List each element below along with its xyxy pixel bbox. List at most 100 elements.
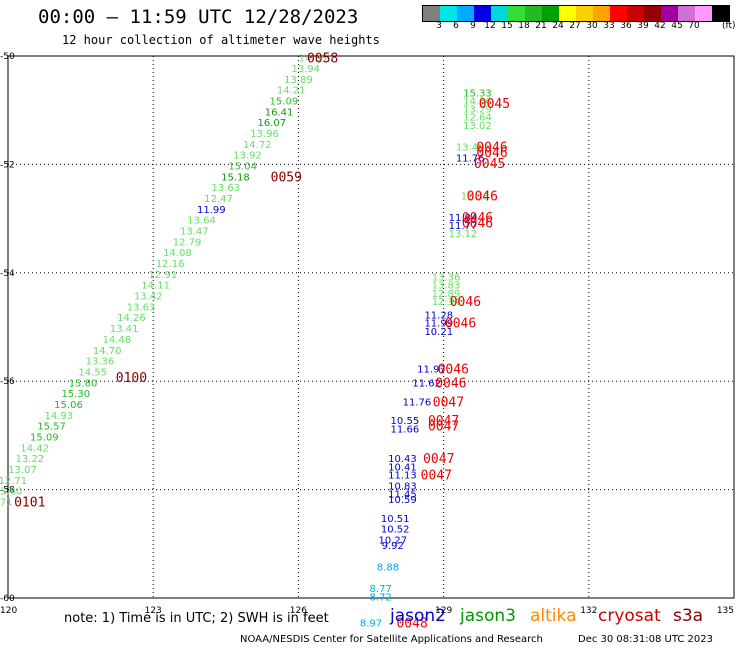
wave-height-label: 10.21: [424, 327, 453, 338]
wave-height-label: 12.71: [0, 476, 27, 487]
wave-height-label: 13.89: [284, 75, 313, 86]
wave-height-label: 12.47: [204, 194, 233, 205]
wave-height-label: 13.22: [15, 454, 44, 465]
wave-height-label: 8.77: [370, 584, 392, 595]
pass-time-label: 0046: [435, 376, 466, 391]
chart-subtitle: 12 hour collection of altimeter wave hei…: [62, 33, 380, 47]
y-tick-label: -58: [0, 486, 15, 496]
color-swatch: [593, 6, 610, 21]
wave-height-label: 14.42: [20, 443, 49, 454]
legend-jason3: jason3: [460, 606, 516, 626]
color-swatch: [661, 6, 678, 21]
wave-height-label: 13.36: [432, 273, 461, 284]
color-swatch: [644, 6, 661, 21]
wave-height-label: 16.07: [257, 118, 286, 129]
wave-height-label: 11.13: [388, 470, 417, 481]
color-scale-label: 24: [552, 21, 564, 31]
wave-height-label: 13.29: [463, 105, 492, 116]
wave-height-label: 14.35: [299, 54, 328, 65]
wave-height-label: 14.72: [243, 140, 272, 151]
wave-height-label: 12.34: [432, 297, 461, 308]
wave-height-label: 12.91: [149, 270, 178, 281]
color-swatch: [678, 6, 695, 21]
note-text: note: 1) Time is in UTC; 2) SWH is in fe…: [64, 611, 329, 626]
wave-height-label: 15.80: [69, 378, 98, 389]
wave-height-label: 11.99: [424, 319, 453, 330]
wave-height-label: 13.47: [180, 227, 209, 238]
wave-height-label: 11.45: [388, 489, 417, 500]
pass-time-label: 0047: [428, 414, 459, 429]
pass-time-label: 0059: [271, 170, 302, 185]
y-tick-label: -60: [0, 594, 15, 604]
color-scale-label: 36: [620, 21, 632, 31]
wave-height-label: 11.76: [403, 397, 432, 408]
wave-height-label: 12.79: [173, 237, 202, 248]
wave-height-label: 13.40: [456, 143, 485, 154]
legend-jason2: jason2: [390, 606, 446, 626]
color-swatch: [712, 6, 729, 21]
y-tick-label: -50: [0, 52, 15, 62]
wave-height-label: 15.09: [270, 96, 299, 107]
pass-time-label: 0048: [396, 616, 427, 631]
color-swatch: [627, 6, 644, 21]
color-scale-label: 15: [501, 21, 513, 31]
wave-height-label: 13.63: [211, 183, 240, 194]
color-scale-label: 30: [586, 21, 598, 31]
wave-height-label: 14.11: [141, 281, 170, 292]
color-swatch: [491, 6, 508, 21]
color-scale-labels: (ft) 3 6 9 12 15 18 21 24 27 30 33 36 39 42 45 70: [422, 21, 735, 35]
pass-time-label: 0046: [467, 189, 498, 204]
wave-height-label: 11.99: [197, 205, 226, 216]
wave-height-label: 13.60: [0, 487, 22, 498]
wave-height-label: 10.41: [388, 462, 417, 473]
wave-height-label: 11.62: [412, 378, 441, 389]
pass-time-label: 0046: [476, 146, 507, 161]
wave-height-label: 11.66: [391, 424, 420, 435]
color-swatch: [525, 6, 542, 21]
wave-height-label: 13.02: [463, 121, 492, 132]
wave-height-label: 14.26: [117, 313, 146, 324]
wave-height-label: 15.18: [221, 172, 250, 183]
x-tick-label: 129: [435, 606, 452, 616]
wave-height-label: 13.83: [432, 281, 461, 292]
pass-time-label: 0058: [307, 52, 338, 67]
y-tick-label: -54: [0, 269, 15, 279]
wave-height-label: 13.41: [110, 324, 139, 335]
pass-time-label: 0046: [462, 211, 493, 226]
color-scale-label: 3: [436, 21, 442, 31]
pass-time-label: 0100: [116, 371, 147, 386]
wave-height-label: 14.21: [277, 86, 306, 97]
wave-height-label: 10.43: [388, 454, 417, 465]
wave-height-label: 14.93: [44, 411, 73, 422]
color-scale-label: 27: [569, 21, 581, 31]
wave-height-label: 13.64: [187, 216, 216, 227]
y-tick-label: -56: [0, 377, 15, 387]
wave-height-label: 14.36: [463, 96, 492, 107]
color-scale-label: 33: [603, 21, 615, 31]
wave-height-label: 15.06: [54, 400, 83, 411]
pass-time-label: 0047: [433, 395, 464, 410]
wave-height-label: 15.04: [228, 161, 257, 172]
color-scale-bar: [422, 5, 730, 22]
legend-cryosat: cryosat: [598, 606, 661, 626]
wave-height-label: 12.64: [463, 113, 492, 124]
wave-height-label: 13.42: [134, 292, 163, 303]
pass-time-label: 0046: [445, 317, 476, 332]
wave-height-label: 13.07: [8, 465, 37, 476]
color-scale-label: 9: [470, 21, 476, 31]
pass-time-label: 0047: [428, 420, 459, 435]
x-tick-label: 120: [0, 606, 17, 616]
footer-timestamp: Dec 30 08:31:08 UTC 2023: [578, 634, 713, 645]
color-swatch: [474, 6, 491, 21]
color-scale-label: 42: [654, 21, 666, 31]
pass-time-label: 0047: [421, 468, 452, 483]
color-swatch: [423, 6, 440, 21]
color-swatch: [610, 6, 627, 21]
chart-title: 00:00 — 11:59 UTC 12/28/2023: [38, 6, 359, 28]
wave-height-label: 10.55: [391, 416, 420, 427]
wave-height-label: 14.55: [78, 367, 107, 378]
wave-height-label: 13.96: [250, 129, 279, 140]
wave-height-label: 10.52: [381, 525, 410, 536]
wave-height-label: 12.33: [461, 191, 490, 202]
